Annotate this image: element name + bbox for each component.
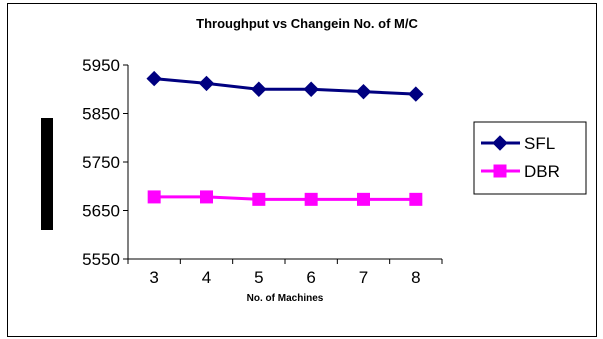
x-tick-label: 7: [359, 268, 368, 287]
series-line-sfl: [154, 77, 416, 96]
data-point-sfl: [198, 75, 215, 92]
data-point-dbr: [147, 190, 161, 204]
legend-box: [473, 121, 587, 195]
y-axis-label-block: [41, 118, 53, 230]
data-point-dbr: [252, 192, 266, 206]
x-axis-ticks: 3 4 5 6 7 8: [127, 259, 443, 287]
y-tick-label: 5850: [82, 105, 120, 124]
x-tick-label: 3: [149, 268, 158, 287]
x-tick-label: 8: [411, 268, 420, 287]
series-sfl: [146, 70, 424, 102]
data-point-sfl: [251, 81, 267, 97]
data-point-sfl: [355, 83, 372, 100]
y-tick-label: 5950: [82, 56, 120, 75]
x-tick-label: 6: [306, 268, 315, 287]
legend-label-sfl: SFL: [524, 134, 555, 153]
y-tick-label: 5550: [82, 250, 120, 269]
x-axis-label: No. of Machines: [247, 293, 324, 304]
legend-marker-dbr: [493, 164, 507, 178]
data-point-dbr: [409, 192, 423, 206]
series-dbr: [147, 190, 423, 206]
data-point-dbr: [304, 192, 318, 206]
data-point-sfl: [303, 81, 319, 97]
chart-title: Throughput vs Changein No. of M/C: [196, 16, 418, 31]
x-tick-label: 5: [254, 268, 263, 287]
data-point-dbr: [357, 192, 370, 206]
series-layer: [146, 70, 424, 206]
data-point-sfl: [408, 86, 424, 102]
legend-label-dbr: DBR: [524, 162, 560, 181]
data-point-dbr: [200, 190, 213, 204]
y-axis-ticks: 5550 5650 5750 5850 5950: [82, 56, 128, 269]
data-point-sfl: [146, 70, 162, 87]
y-tick-label: 5650: [82, 202, 120, 221]
x-tick-label: 4: [202, 268, 211, 287]
series-line-dbr: [154, 195, 416, 201]
legend: SFL DBR: [473, 121, 587, 195]
legend-marker-sfl: [492, 135, 508, 151]
y-tick-label: 5750: [82, 153, 120, 172]
